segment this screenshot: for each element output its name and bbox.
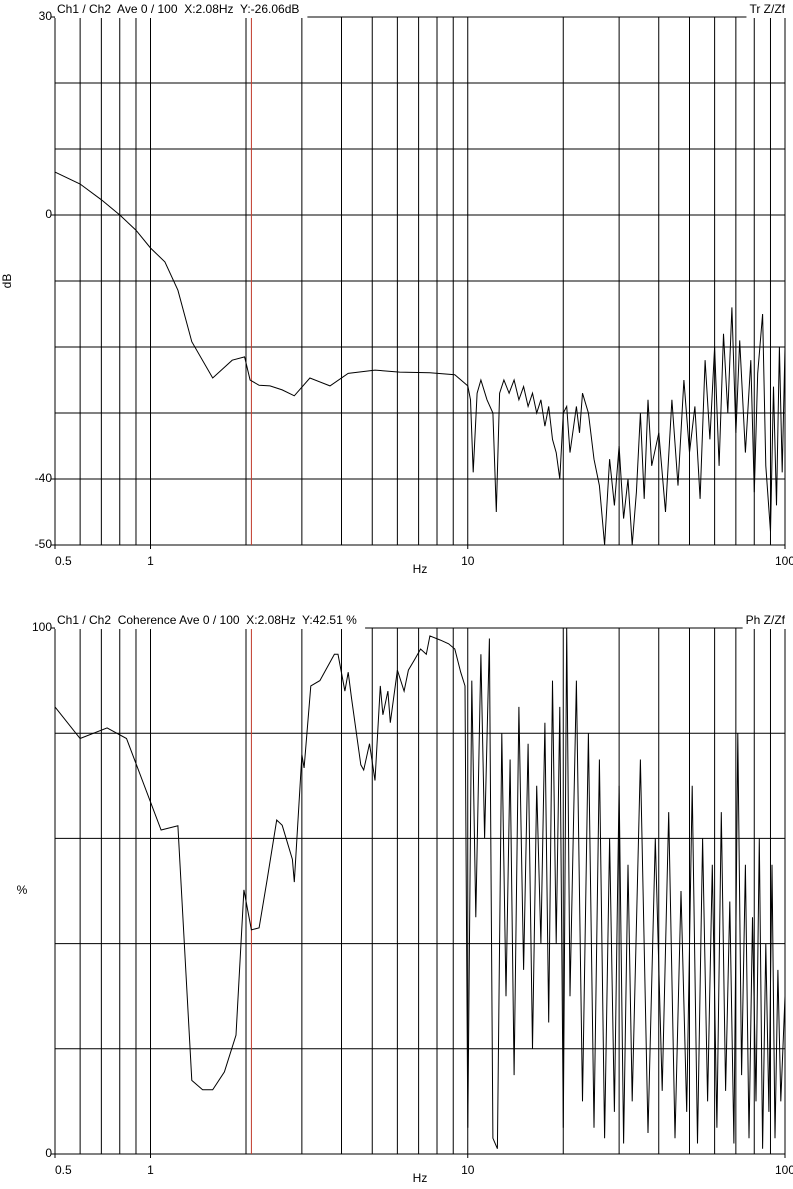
x-axis-label: Hz bbox=[413, 562, 428, 576]
corner-background bbox=[742, 613, 786, 629]
chart: -50 -40 0 30 0.5 1 10 100 Hz dB Ch1 / Ch2 Ave 0 / … bbox=[0, 2, 793, 576]
title-background bbox=[55, 613, 366, 629]
x-tick-label: 10 bbox=[461, 1163, 475, 1177]
title-background bbox=[55, 2, 308, 18]
y-tick-label: 0 bbox=[45, 1146, 52, 1160]
x-tick-label: 100 bbox=[775, 554, 793, 568]
y-axis-label: dB bbox=[0, 274, 14, 289]
x-tick-label: 100 bbox=[775, 1163, 793, 1177]
y-tick-label: 100 bbox=[32, 620, 52, 634]
x-tick-label: 0.5 bbox=[55, 1163, 72, 1177]
data-line bbox=[54, 627, 786, 1149]
x-axis-label: Hz bbox=[413, 1171, 428, 1185]
x-tick-label: 1 bbox=[147, 1163, 154, 1177]
corner-background bbox=[746, 2, 786, 18]
x-tick-label: 1 bbox=[147, 554, 154, 568]
x-tick-label: 0.5 bbox=[55, 554, 72, 568]
corner-label: Ph Z/Zf bbox=[746, 613, 786, 627]
y-tick-label: 30 bbox=[39, 9, 53, 23]
plot-frame bbox=[54, 16, 786, 546]
chart-title: Ch1 / Ch2 Ave 0 / 100 X:2.08Hz Y:-26.06d… bbox=[57, 2, 299, 16]
chart: 0 100 0.5 1 10 100 Hz% Ch1 / Ch2 Coherence Ave … bbox=[17, 613, 793, 1185]
x-tick-label: 10 bbox=[461, 554, 475, 568]
data-line bbox=[54, 171, 786, 546]
y-tick-label: -50 bbox=[35, 537, 53, 551]
y-tick-label: -40 bbox=[35, 471, 53, 485]
y-axis-label: % bbox=[17, 883, 28, 897]
plot-frame bbox=[54, 627, 786, 1155]
corner-label: Tr Z/Zf bbox=[749, 2, 785, 16]
chart-title: Ch1 / Ch2 Coherence Ave 0 / 100 X:2.08Hz… bbox=[57, 613, 357, 627]
y-tick-label: 0 bbox=[45, 207, 52, 221]
